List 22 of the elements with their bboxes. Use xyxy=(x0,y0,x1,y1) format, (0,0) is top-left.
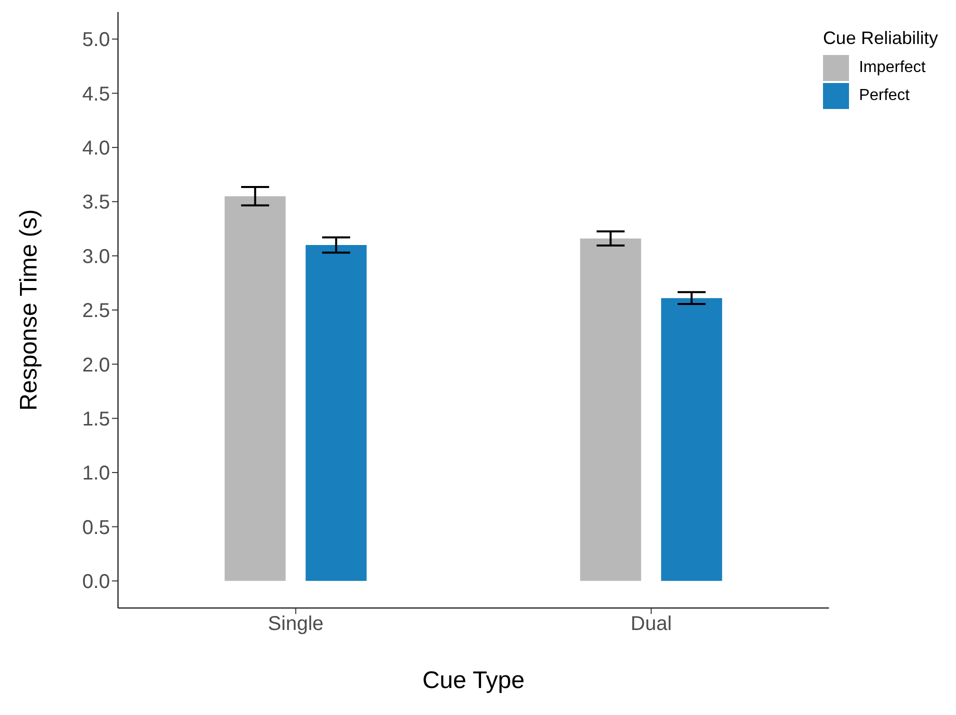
legend-label: Perfect xyxy=(858,87,910,105)
y-tick-label: 4.5 xyxy=(82,83,110,106)
x-tick-label: Single xyxy=(268,613,324,636)
bar xyxy=(661,298,722,581)
y-tick-label: 4.0 xyxy=(82,138,110,160)
y-tick-label: 1.5 xyxy=(82,408,110,430)
x-axis-title: Cue Type xyxy=(422,667,525,694)
x-tick-label: Dual xyxy=(630,613,672,636)
y-tick-label: 2.5 xyxy=(82,300,110,322)
y-tick-label: 2.0 xyxy=(82,354,110,376)
y-tick-label: 3.0 xyxy=(82,246,110,268)
y-tick-label: 1.0 xyxy=(82,462,110,485)
y-tick-label: 5.0 xyxy=(82,29,110,52)
bar xyxy=(580,238,642,581)
y-tick-label: 0.5 xyxy=(82,516,110,539)
legend-label: Imperfect xyxy=(858,59,926,77)
y-tick-label: 0.0 xyxy=(82,571,110,594)
bar xyxy=(224,196,286,581)
legend-title: Cue Reliability xyxy=(822,28,938,49)
bar xyxy=(306,244,367,581)
y-axis-title: Response Time (s) xyxy=(16,209,43,411)
y-tick-label: 3.5 xyxy=(82,192,110,214)
